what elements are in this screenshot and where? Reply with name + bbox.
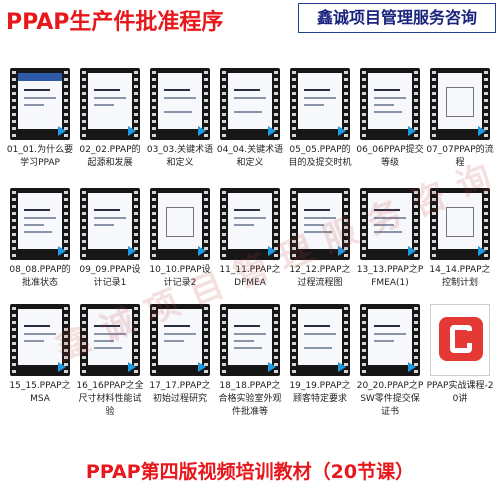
- video-caption: 20_20.PPAP之PSW零件提交保证书: [356, 381, 424, 417]
- video-thumbnail[interactable]: [220, 68, 280, 140]
- play-icon: [338, 126, 346, 136]
- play-icon: [58, 246, 66, 256]
- video-item-03[interactable]: 03_03.关键术语和定义: [147, 68, 213, 172]
- video-item-08[interactable]: 08_08.PPAP的批准状态: [9, 188, 71, 292]
- app-logo-icon: [439, 317, 483, 361]
- video-thumbnail[interactable]: [80, 304, 140, 376]
- video-item-12[interactable]: 12_12.PPAP之过程流程图: [289, 188, 351, 292]
- video-caption: 16_16PPAP之全尺寸材料性能试验: [76, 381, 144, 417]
- video-thumbnail[interactable]: [80, 68, 140, 140]
- video-item-07[interactable]: 07_07PPAP的流程: [426, 68, 494, 172]
- video-item-06[interactable]: 06_06PPAP提交等级: [356, 68, 424, 172]
- play-icon: [478, 126, 486, 136]
- play-icon: [58, 362, 66, 372]
- video-item-05[interactable]: 05_05.PPAP的目的及提交时机: [288, 68, 352, 172]
- video-caption: 14_14.PPAP之控制计划: [429, 265, 491, 288]
- video-caption: 03_03.关键术语和定义: [146, 145, 214, 168]
- video-item-11[interactable]: 11_11.PPAP之DFMEA: [219, 188, 281, 292]
- video-thumbnail[interactable]: [80, 188, 140, 260]
- video-item-10[interactable]: 10_10.PPAP设计记录2: [149, 188, 211, 292]
- video-item-04[interactable]: 04_04.关键术语和定义: [217, 68, 283, 172]
- video-caption: 07_07PPAP的流程: [426, 145, 494, 168]
- course-package-caption: PPAP实战课程-20讲: [426, 381, 494, 404]
- play-icon: [128, 362, 136, 372]
- video-item-09[interactable]: 09_09.PPAP设计记录1: [79, 188, 141, 292]
- video-thumbnail[interactable]: [430, 188, 490, 260]
- course-package-item[interactable]: PPAP实战课程-20讲: [427, 304, 493, 408]
- video-thumbnail[interactable]: [360, 68, 420, 140]
- video-thumbnail[interactable]: [150, 68, 210, 140]
- video-caption: 06_06PPAP提交等级: [356, 145, 424, 168]
- video-caption: 17_17.PPAP之初始过程研究: [149, 381, 211, 404]
- play-icon: [198, 246, 206, 256]
- play-icon: [338, 362, 346, 372]
- video-caption: 04_04.关键术语和定义: [216, 145, 284, 168]
- play-icon: [408, 246, 416, 256]
- video-caption: 18_18.PPAP之合格实验室外观件批准等: [218, 381, 282, 417]
- video-item-17[interactable]: 17_17.PPAP之初始过程研究: [149, 304, 211, 408]
- video-thumbnail[interactable]: [360, 304, 420, 376]
- play-icon: [128, 126, 136, 136]
- video-caption: 15_15.PPAP之MSA: [9, 381, 71, 404]
- play-icon: [478, 246, 486, 256]
- video-caption: 01_01.为什么要学习PPAP: [6, 145, 74, 168]
- video-item-14[interactable]: 14_14.PPAP之控制计划: [429, 188, 491, 292]
- video-thumbnail[interactable]: [150, 304, 210, 376]
- video-thumbnail[interactable]: [360, 188, 420, 260]
- play-icon: [268, 126, 276, 136]
- play-icon: [58, 126, 66, 136]
- play-icon: [268, 362, 276, 372]
- video-thumbnail[interactable]: [290, 68, 350, 140]
- footer-title: PPAP第四版视频培训教材（20节课）: [85, 461, 415, 483]
- video-thumbnail[interactable]: [290, 304, 350, 376]
- video-caption: 11_11.PPAP之DFMEA: [219, 265, 281, 288]
- video-caption: 10_10.PPAP设计记录2: [149, 265, 211, 288]
- play-icon: [128, 246, 136, 256]
- video-caption: 13_13.PPAP之PFMEA(1): [356, 265, 424, 288]
- video-thumbnail[interactable]: [10, 68, 70, 140]
- brand-label: 鑫诚项目管理服务咨询: [298, 3, 496, 33]
- video-item-18[interactable]: 18_18.PPAP之合格实验室外观件批准等: [218, 304, 282, 417]
- video-thumbnail[interactable]: [220, 304, 280, 376]
- play-icon: [408, 126, 416, 136]
- video-thumbnail[interactable]: [220, 188, 280, 260]
- course-package-thumbnail[interactable]: [430, 304, 490, 376]
- video-item-02[interactable]: 02_02.PPAP的起源和发展: [79, 68, 141, 172]
- video-caption: 02_02.PPAP的起源和发展: [79, 145, 141, 168]
- video-item-16[interactable]: 16_16PPAP之全尺寸材料性能试验: [76, 304, 144, 417]
- play-icon: [198, 362, 206, 372]
- video-caption: 09_09.PPAP设计记录1: [79, 265, 141, 288]
- play-icon: [268, 246, 276, 256]
- video-thumbnail[interactable]: [430, 68, 490, 140]
- video-thumbnail[interactable]: [10, 304, 70, 376]
- video-thumbnail[interactable]: [150, 188, 210, 260]
- page-title: PPAP生产件批准程序: [6, 10, 224, 35]
- video-item-01[interactable]: 01_01.为什么要学习PPAP: [7, 68, 73, 172]
- video-item-20[interactable]: 20_20.PPAP之PSW零件提交保证书: [357, 304, 423, 417]
- video-caption: 05_05.PPAP的目的及提交时机: [288, 145, 352, 168]
- play-icon: [338, 246, 346, 256]
- video-item-19[interactable]: 19_19.PPAP之顾客特定要求: [289, 304, 351, 408]
- video-caption: 19_19.PPAP之顾客特定要求: [289, 381, 351, 404]
- video-caption: 12_12.PPAP之过程流程图: [289, 265, 351, 288]
- video-item-13[interactable]: 13_13.PPAP之PFMEA(1): [357, 188, 423, 292]
- video-thumbnail[interactable]: [10, 188, 70, 260]
- play-icon: [198, 126, 206, 136]
- play-icon: [408, 362, 416, 372]
- video-caption: 08_08.PPAP的批准状态: [9, 265, 71, 288]
- video-thumbnail[interactable]: [290, 188, 350, 260]
- video-item-15[interactable]: 15_15.PPAP之MSA: [9, 304, 71, 408]
